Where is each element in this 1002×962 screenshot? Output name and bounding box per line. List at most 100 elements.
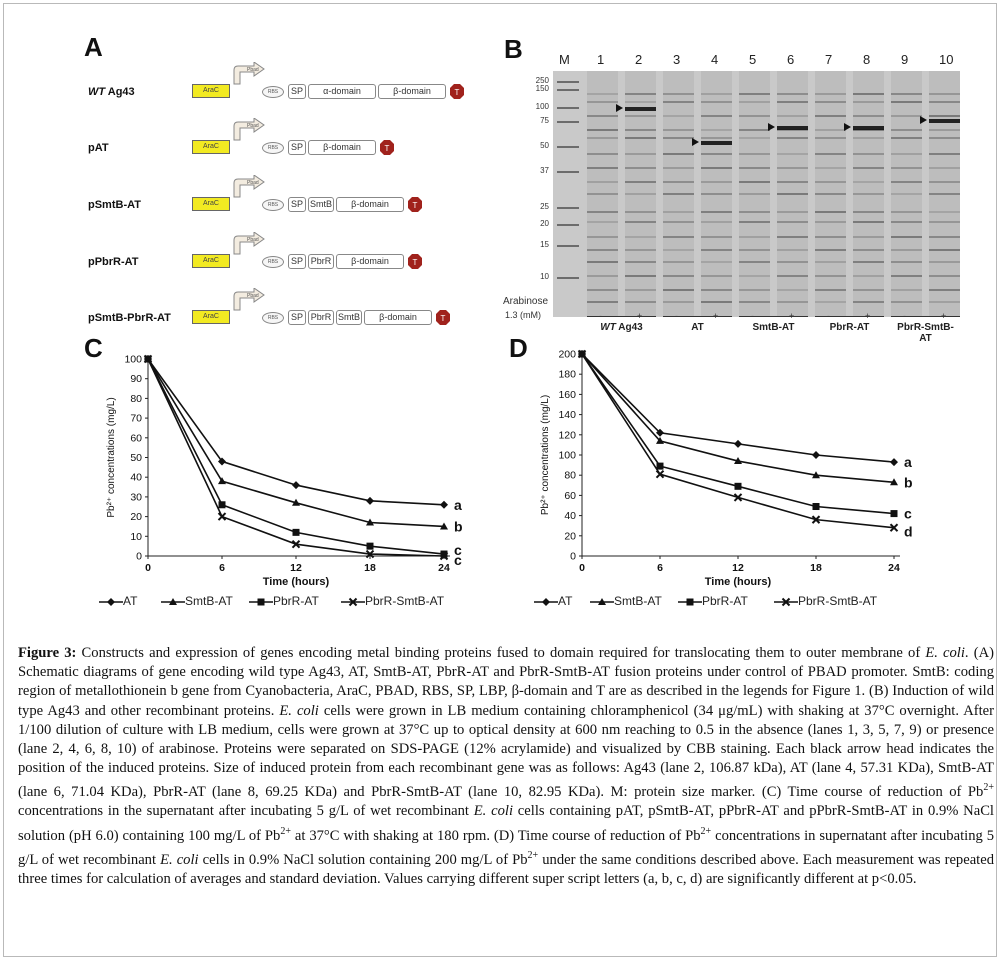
induced-protein-band [853, 126, 884, 130]
protein-band [701, 193, 732, 195]
rbs-element: RBS [262, 199, 284, 211]
y-tick-label: 0 [570, 551, 576, 563]
protein-band [587, 137, 618, 139]
lane-group-line [739, 316, 808, 317]
legend-item: PbrR-AT [249, 594, 319, 608]
arac-gene-box: AraC [192, 197, 230, 211]
gene-segment: SP [288, 197, 306, 212]
protein-band [815, 181, 846, 183]
construct-name: WT Ag43 [88, 86, 135, 98]
protein-band [625, 221, 656, 223]
protein-band [853, 301, 884, 303]
lane-group-label: WT Ag43 [587, 316, 656, 333]
lane-group-line [587, 316, 656, 317]
protein-band [625, 101, 656, 103]
x-tick-label: 24 [438, 562, 450, 574]
legend-label: PbrR-AT [273, 594, 319, 608]
data-point-marker [366, 542, 374, 550]
lane-group-label: SmtB-AT [739, 316, 808, 333]
protein-band [625, 167, 656, 169]
data-point-marker [812, 471, 820, 479]
lane-number: 2 [635, 52, 643, 67]
gel-lane-marker [557, 71, 579, 317]
legend-label: PbrR-SmtB-AT [365, 594, 445, 608]
protein-band [739, 167, 770, 169]
protein-band [625, 129, 656, 131]
protein-band [739, 261, 770, 263]
lane-number: 1 [597, 52, 605, 67]
group-name-italic: WT [600, 322, 616, 333]
protein-band [625, 289, 656, 291]
lane-number: 4 [711, 52, 719, 67]
protein-band [625, 275, 656, 277]
construct-name-italic: WT [88, 86, 106, 98]
protein-band [777, 301, 808, 303]
y-tick-label: 90 [130, 373, 142, 385]
data-point-marker [656, 462, 664, 470]
construct-row: WT Ag43 AraC Pbad RBS SP α-domain β-domain T [74, 58, 514, 102]
protein-band [891, 211, 922, 213]
series-line [147, 358, 445, 557]
protein-band [739, 101, 770, 103]
gel-lane [625, 71, 656, 317]
protein-band [587, 261, 618, 263]
protein-band [853, 167, 884, 169]
data-point-marker [890, 458, 898, 467]
protein-band [587, 181, 618, 183]
protein-band [625, 93, 656, 95]
svg-text:T: T [385, 144, 390, 153]
data-point-marker [218, 501, 226, 509]
protein-band [815, 211, 846, 213]
x-axis-title: Time (hours) [705, 576, 772, 588]
lane-number: 8 [863, 52, 871, 67]
rbs-element: RBS [262, 312, 284, 324]
lane-number: 9 [901, 52, 909, 67]
lane-group-line [815, 316, 884, 317]
mw-marker-label: 75 [540, 116, 549, 125]
protein-band [929, 129, 960, 131]
protein-band [663, 115, 694, 117]
gene-segment: SmtB [308, 197, 334, 212]
protein-band [777, 193, 808, 195]
protein-band [853, 153, 884, 155]
protein-band [739, 301, 770, 303]
protein-band [625, 153, 656, 155]
significance-letter: a [454, 497, 462, 513]
legend-item: SmtB-AT [161, 594, 233, 608]
lane-group-line [891, 316, 960, 317]
mw-marker-label: 20 [540, 219, 549, 228]
arabinose-label: Arabinose [503, 296, 549, 307]
y-tick-label: 180 [558, 369, 576, 381]
series-AT [144, 355, 448, 509]
gene-segment: β-domain [364, 310, 432, 325]
protein-band [777, 137, 808, 139]
legend-item: AT [99, 594, 137, 608]
protein-band [853, 249, 884, 251]
group-name-text: AT [691, 322, 704, 333]
data-point-marker [348, 597, 358, 607]
protein-band [777, 129, 808, 131]
legend-swatch [534, 597, 558, 606]
y-tick-label: 60 [130, 432, 142, 444]
lane-number: 6 [787, 52, 795, 67]
protein-band [625, 261, 656, 263]
construct-name: pSmtB-AT [88, 199, 141, 211]
protein-band [701, 153, 732, 155]
pbad-promoter-arrow: Pbad [232, 174, 266, 199]
protein-band [929, 115, 960, 117]
protein-band [853, 115, 884, 117]
protein-band [663, 137, 694, 139]
data-point-marker [577, 349, 587, 359]
protein-band [663, 167, 694, 169]
lane-number: 7 [825, 52, 833, 67]
protein-band [587, 167, 618, 169]
legend-item: PbrR-SmtB-AT [341, 594, 444, 608]
construct-row: pAT AraC Pbad RBS SP β-domain T [74, 114, 514, 158]
protein-band [587, 275, 618, 277]
protein-band [701, 181, 732, 183]
y-tick-label: 10 [130, 531, 142, 543]
marker-band [557, 89, 579, 91]
protein-band [701, 221, 732, 223]
protein-band [929, 275, 960, 277]
protein-band [891, 181, 922, 183]
